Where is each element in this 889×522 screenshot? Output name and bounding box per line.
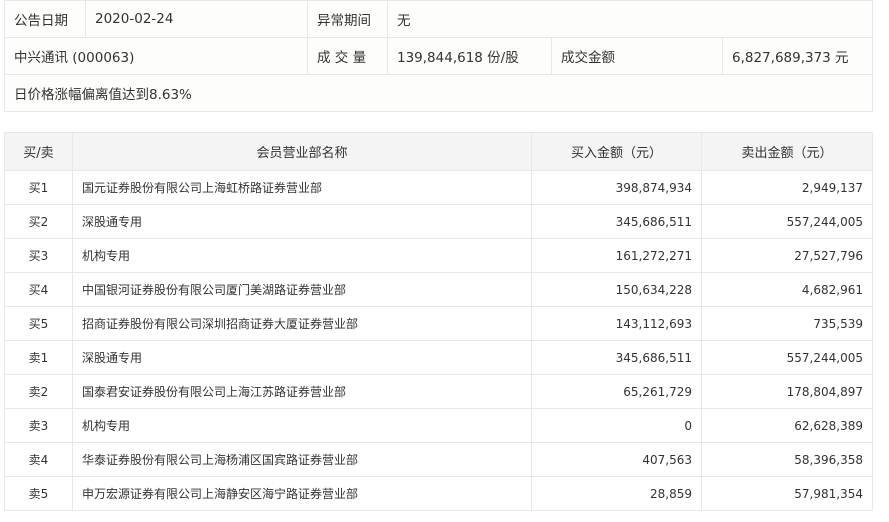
table-row: 卖2 国泰君安证券股份有限公司上海江苏路证券营业部 65,261,729 178,80… bbox=[4, 374, 873, 409]
branch-cell: 招商证券股份有限公司深圳招商证券大厦证券营业部 bbox=[72, 306, 532, 341]
side-cell: 卖3 bbox=[4, 408, 73, 443]
branch-cell: 深股通专用 bbox=[72, 340, 532, 375]
sell-amount-cell: 27,527,796 bbox=[701, 238, 873, 273]
amount-label: 成交金额 bbox=[551, 37, 723, 75]
table-row: 卖1 深股通专用 345,686,511 557,244,005 bbox=[4, 340, 873, 375]
reason-text: 日价格涨幅偏离值达到8.63% bbox=[3, 74, 874, 112]
date-label: 公告日期 bbox=[4, 0, 86, 38]
table-row: 买1 国元证券股份有限公司上海虹桥路证券营业部 398,874,934 2,949,1… bbox=[4, 170, 873, 205]
buy-amount-cell: 398,874,934 bbox=[531, 170, 702, 205]
table-row: 买2 深股通专用 345,686,511 557,244,005 bbox=[4, 204, 873, 239]
buy-amount-cell: 65,261,729 bbox=[531, 374, 702, 409]
branch-cell: 国泰君安证券股份有限公司上海江苏路证券营业部 bbox=[72, 374, 532, 409]
side-cell: 买3 bbox=[4, 238, 73, 273]
period-label: 异常期间 bbox=[307, 0, 388, 38]
branch-cell: 中国银河证券股份有限公司厦门美湖路证券营业部 bbox=[72, 272, 532, 307]
buy-amount-cell: 143,112,693 bbox=[531, 306, 702, 341]
side-cell: 卖2 bbox=[4, 374, 73, 409]
stock-name: 中兴通讯 (000063) bbox=[4, 37, 308, 75]
amount-value: 6,827,689,373 元 bbox=[721, 37, 874, 75]
header-sell-amount: 卖出金额（元） bbox=[701, 132, 873, 171]
sell-amount-cell: 557,244,005 bbox=[701, 340, 873, 375]
branch-cell: 申万宏源证券有限公司上海静安区海宁路证券营业部 bbox=[72, 476, 532, 511]
table-row: 卖5 申万宏源证券有限公司上海静安区海宁路证券营业部 28,859 57,981,35… bbox=[4, 476, 873, 511]
side-cell: 买4 bbox=[4, 272, 73, 307]
period-value: 无 bbox=[386, 0, 874, 38]
sell-amount-cell: 178,804,897 bbox=[701, 374, 873, 409]
sell-amount-cell: 557,244,005 bbox=[701, 204, 873, 239]
branch-cell: 机构专用 bbox=[72, 238, 532, 273]
table-header: 买/卖 会员营业部名称 买入金额（元） 卖出金额（元） bbox=[4, 132, 873, 171]
branch-cell: 国元证券股份有限公司上海虹桥路证券营业部 bbox=[72, 170, 532, 205]
branch-cell: 华泰证券股份有限公司上海杨浦区国宾路证券营业部 bbox=[72, 442, 532, 477]
header-branch: 会员营业部名称 bbox=[72, 132, 532, 171]
header-buy-amount: 买入金额（元） bbox=[531, 132, 702, 171]
sell-amount-cell: 62,628,389 bbox=[701, 408, 873, 443]
buy-amount-cell: 345,686,511 bbox=[531, 340, 702, 375]
announcement-info-table: 公告日期 2020-02-24 异常期间 无 中兴通讯 (000063) 成 交… bbox=[3, 0, 874, 112]
side-cell: 买1 bbox=[4, 170, 73, 205]
table-row: 买5 招商证券股份有限公司深圳招商证券大厦证券营业部 143,112,693 735,… bbox=[4, 306, 873, 341]
buy-amount-cell: 150,634,228 bbox=[531, 272, 702, 307]
side-cell: 买5 bbox=[4, 306, 73, 341]
sell-amount-cell: 58,396,358 bbox=[701, 442, 873, 477]
side-cell: 卖1 bbox=[4, 340, 73, 375]
sell-amount-cell: 4,682,961 bbox=[701, 272, 873, 307]
buy-amount-cell: 407,563 bbox=[531, 442, 702, 477]
header-side: 买/卖 bbox=[4, 132, 73, 171]
side-cell: 卖4 bbox=[4, 442, 73, 477]
table-row: 买3 机构专用 161,272,271 27,527,796 bbox=[4, 238, 873, 273]
volume-label: 成 交 量 bbox=[307, 37, 388, 75]
buy-amount-cell: 28,859 bbox=[531, 476, 702, 511]
sell-amount-cell: 57,981,354 bbox=[701, 476, 873, 511]
trading-seats-table: 买/卖 会员营业部名称 买入金额（元） 卖出金额（元） 买1 国元证券股份有限公司… bbox=[4, 132, 873, 511]
side-cell: 买2 bbox=[4, 204, 73, 239]
table-row: 买4 中国银河证券股份有限公司厦门美湖路证券营业部 150,634,228 4,682… bbox=[4, 272, 873, 307]
table-row: 卖4 华泰证券股份有限公司上海杨浦区国宾路证券营业部 407,563 58,396,3… bbox=[4, 442, 873, 477]
buy-amount-cell: 345,686,511 bbox=[531, 204, 702, 239]
branch-cell: 深股通专用 bbox=[72, 204, 532, 239]
sell-amount-cell: 735,539 bbox=[701, 306, 873, 341]
buy-amount-cell: 161,272,271 bbox=[531, 238, 702, 273]
volume-value: 139,844,618 份/股 bbox=[387, 37, 552, 75]
branch-cell: 机构专用 bbox=[72, 408, 532, 443]
buy-amount-cell: 0 bbox=[531, 408, 702, 443]
date-value: 2020-02-24 bbox=[85, 0, 308, 38]
side-cell: 卖5 bbox=[4, 476, 73, 511]
table-row: 卖3 机构专用 0 62,628,389 bbox=[4, 408, 873, 443]
sell-amount-cell: 2,949,137 bbox=[701, 170, 873, 205]
